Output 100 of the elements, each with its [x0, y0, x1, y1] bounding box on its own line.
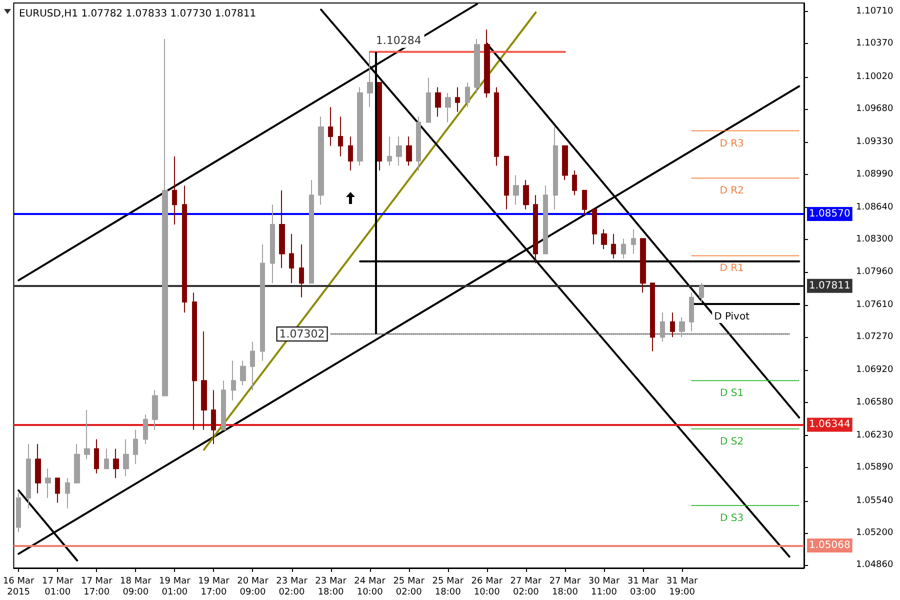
y-tick-label: 1.07270 [856, 332, 894, 342]
candlestick [270, 204, 275, 284]
candlestick [84, 409, 90, 460]
candlestick [221, 380, 226, 430]
candlestick [513, 174, 519, 206]
candlestick [260, 244, 265, 362]
candlestick [74, 444, 80, 484]
series-label: D Pivot [714, 311, 750, 322]
candlestick [309, 179, 314, 284]
x-tick-label: 24 Mar 10:00 [354, 576, 386, 598]
candlestick [152, 390, 158, 430]
y-tick-label: 1.10020 [856, 72, 894, 82]
x-tick-label: 30 Mar 11:00 [588, 576, 620, 598]
y-tick-label: 1.06580 [856, 397, 894, 408]
y-tick-label: 1.08300 [856, 234, 894, 245]
y-tick-label: 1.05540 [856, 496, 894, 506]
candlestick [211, 390, 216, 445]
text: EURUSD,H1 1.07782 1.07833 1.07730 1.07811 [19, 8, 256, 20]
candlestick [670, 312, 675, 338]
candlestick [660, 312, 665, 342]
y-tick-label: 1.08990 [856, 169, 894, 180]
x-tick-label: 18 Mar 09:00 [120, 576, 152, 598]
candlestick [133, 429, 138, 464]
y-tick-label: 1.06230 [856, 430, 894, 441]
candlestick [387, 136, 392, 166]
candlestick [113, 448, 119, 479]
candlestick [484, 29, 490, 98]
candlestick [406, 136, 412, 166]
ref-line-label: 1.05068 [809, 540, 850, 551]
candlestick [562, 145, 568, 180]
candlestick [143, 414, 148, 445]
x-tick-label: 17 Mar 17:00 [80, 576, 113, 598]
candlestick [435, 86, 441, 118]
candlestick [377, 82, 382, 172]
y-tick-label: 1.07610 [856, 300, 894, 310]
candlestick [396, 136, 402, 166]
candlestick [679, 316, 685, 338]
candlestick [631, 228, 636, 254]
candlestick [445, 92, 451, 123]
candlestick [474, 38, 480, 94]
candlestick [338, 116, 343, 157]
candlestick [55, 478, 60, 504]
ref-line-label: 1.08570 [809, 208, 850, 220]
y-tick-label: 1.09330 [856, 137, 894, 148]
candlestick [172, 156, 177, 225]
candlestick [650, 282, 655, 352]
candlestick [299, 244, 304, 298]
y-tick-label: 1.09680 [856, 104, 894, 114]
x-tick-label: 27 Mar 18:00 [549, 576, 581, 598]
x-tick-label: 20 Mar 09:00 [237, 576, 269, 598]
y-tick-label: 1.08640 [856, 202, 894, 212]
y-tick-label: 1.05200 [856, 528, 894, 538]
candlestick [494, 86, 499, 166]
annotation: 1.07302 [279, 328, 325, 341]
x-tick-label: 31 Mar 19:00 [666, 576, 698, 598]
candlestick [279, 190, 285, 268]
candlestick [182, 185, 187, 313]
candlestick [582, 190, 587, 216]
candlestick [231, 360, 236, 401]
ref-line-label: 1.06344 [809, 419, 850, 430]
candlestick [240, 360, 246, 386]
candlestick [250, 341, 255, 391]
candlestick [426, 77, 431, 123]
candlestick [123, 438, 129, 477]
candlestick [455, 86, 460, 112]
candlestick [640, 238, 646, 294]
x-tick-label: 26 Mar 10:00 [471, 576, 503, 598]
candlestick [348, 136, 353, 172]
candlestick [592, 208, 597, 245]
x-tick-label: 27 Mar 02:00 [510, 576, 542, 598]
candlestick [699, 282, 704, 303]
y-tick-label: 1.10370 [856, 38, 894, 49]
x-tick-label: 19 Mar 17:00 [198, 576, 230, 598]
series-label: D R3 [720, 138, 744, 150]
candlestick [572, 170, 577, 196]
series-label: D R2 [720, 186, 744, 197]
candlestick [416, 116, 421, 172]
y-tick-label: 1.10710 [856, 6, 894, 17]
candlestick [318, 116, 324, 206]
candlestick [289, 233, 294, 284]
ref-line-label: 1.07811 [809, 280, 850, 292]
series-label: D S1 [720, 388, 744, 400]
candlestick [533, 194, 538, 264]
y-tick-label: 1.07960 [856, 266, 894, 277]
candlestick [611, 233, 616, 260]
candlestick [45, 468, 51, 498]
y-tick-label: 1.05890 [856, 462, 894, 473]
x-tick-label: 19 Mar 01:00 [159, 576, 191, 598]
x-tick-label: 16 Mar 2015 [2, 576, 35, 598]
x-tick-label: 31 Mar 03:00 [627, 576, 659, 598]
candlestick [367, 51, 373, 108]
candlestick [65, 478, 70, 509]
annotation: 1.10284 [376, 34, 422, 47]
candlestick [26, 444, 31, 509]
candlestick [328, 106, 333, 146]
candlestick [543, 185, 548, 254]
candlestick [94, 438, 99, 474]
candlestick [201, 330, 207, 430]
candlestick [35, 444, 41, 494]
x-tick-label: 17 Mar 01:00 [42, 576, 74, 598]
